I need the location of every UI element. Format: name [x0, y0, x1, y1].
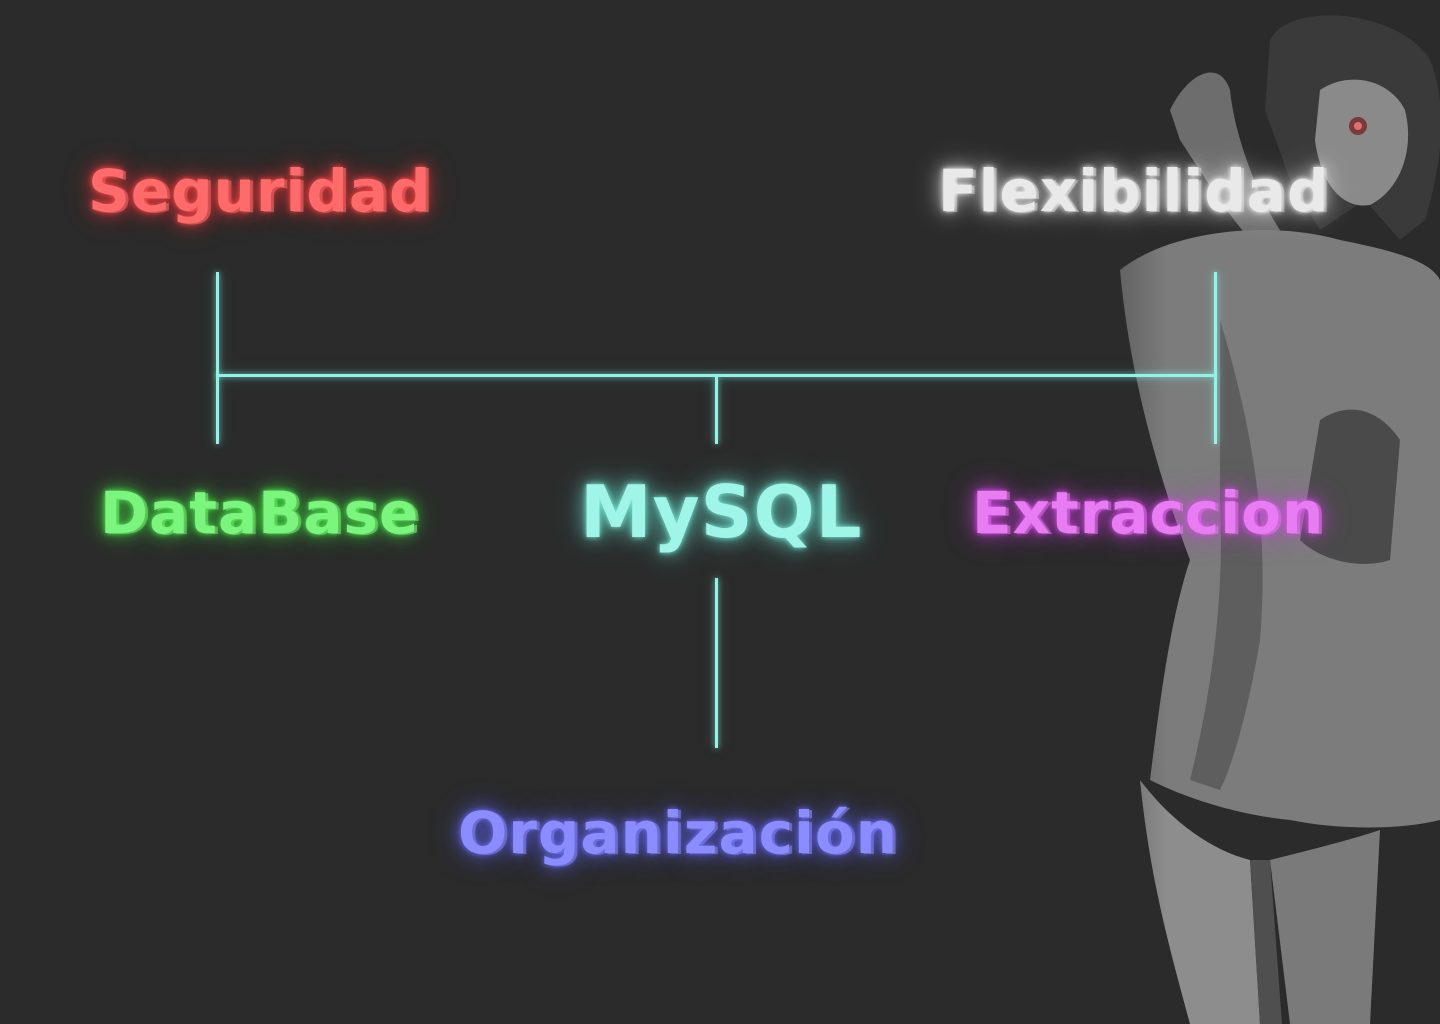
connector-database-vertical: [216, 272, 219, 444]
character-illustration: [1020, 0, 1440, 1024]
connector-horizontal-bus: [216, 374, 1217, 377]
connector-extraccion-vertical: [1214, 272, 1217, 444]
node-seguridad: Seguridad: [88, 157, 432, 225]
node-database: DataBase: [100, 479, 420, 547]
node-flexibilidad: Flexibilidad: [938, 157, 1330, 225]
connector-mysql-organizacion: [715, 578, 718, 748]
connector-mysql-vertical-top: [715, 377, 718, 444]
node-extraccion: Extraccion: [972, 479, 1325, 547]
node-organizacion: Organización: [458, 799, 899, 867]
node-mysql-root: MySQL: [580, 470, 863, 554]
